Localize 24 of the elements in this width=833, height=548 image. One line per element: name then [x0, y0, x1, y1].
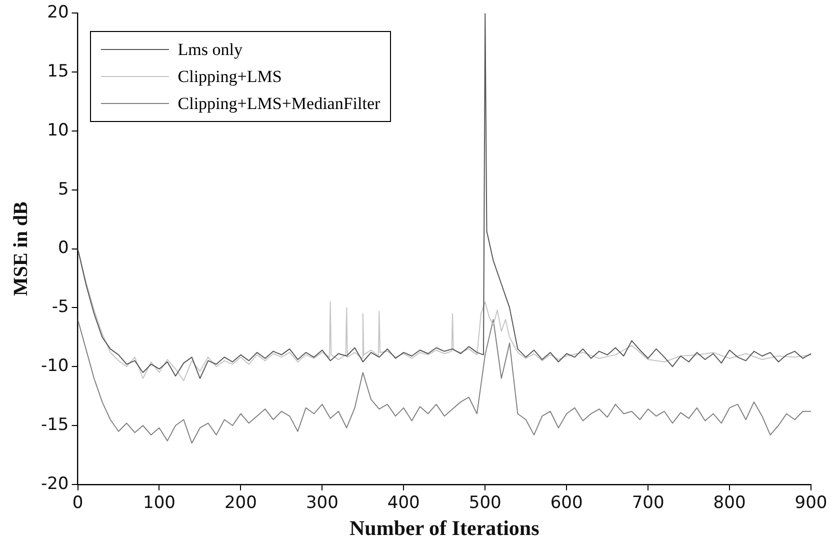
legend-label: Clipping+LMS+MedianFilter [178, 93, 380, 116]
legend-label: Lms only [178, 39, 242, 62]
x-tick-label: 900 [794, 493, 828, 514]
y-tick-label: 10 [47, 120, 69, 140]
y-axis-title: MSE in dB [10, 202, 32, 296]
y-tick-label: -5 [52, 297, 69, 318]
y-tick-label: 20 [47, 2, 69, 23]
x-tick-label: 100 [143, 493, 176, 514]
x-tick-label: 800 [713, 493, 746, 514]
y-tick-label: -20 [40, 474, 69, 494]
y-tick-label: 5 [58, 179, 69, 200]
x-tick-label: 200 [224, 493, 257, 514]
x-tick-label: 0 [72, 493, 84, 514]
y-tick-label: -10 [40, 356, 69, 376]
y-tick-label: 15 [47, 62, 69, 82]
legend-label: Clipping+LMS [178, 66, 282, 88]
y-tick-label: -15 [40, 414, 69, 435]
x-tick-label: 500 [468, 493, 502, 514]
x-tick-label: 300 [306, 493, 338, 514]
x-tick-label: 400 [387, 493, 420, 514]
x-axis-title: Number of Iterations [350, 516, 540, 540]
x-tick-label: 600 [550, 493, 583, 514]
x-tick-label: 700 [632, 493, 664, 514]
y-tick-label: 0 [58, 238, 69, 258]
